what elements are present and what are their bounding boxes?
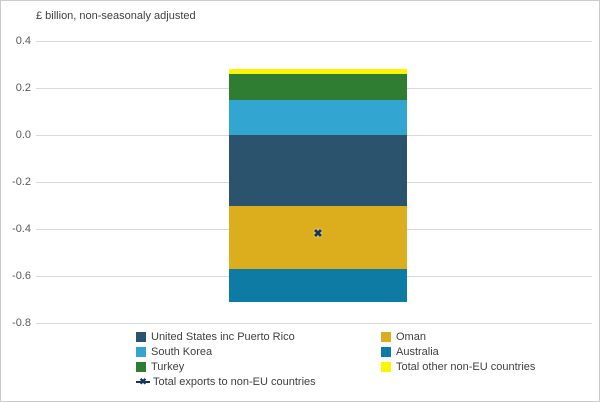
legend-label: United States inc Puerto Rico	[151, 330, 295, 343]
y-axis-tick-label: 0.0	[15, 129, 31, 141]
legend-swatch-united-states-inc-puerto-rico-icon	[136, 331, 146, 342]
gridline	[36, 41, 592, 42]
legend-swatch-total-other-non-eu-countries-icon	[381, 361, 391, 372]
y-axis-tick-label: 0.2	[15, 82, 31, 94]
bar-segment-turkey	[229, 73, 407, 100]
legend-item-total-exports-to-non-eu-countries: ✖ Total exports to non-EU countries	[136, 374, 316, 389]
legend-label: Total exports to non-EU countries	[153, 375, 316, 388]
legend-label: South Korea	[151, 345, 213, 358]
legend-swatch-oman-icon	[381, 331, 391, 342]
legend-column-1: United States inc Puerto Rico South Korea…	[136, 329, 316, 389]
legend-item-south-korea: South Korea	[136, 344, 316, 359]
total-exports-marker-icon: ✖	[313, 227, 323, 240]
chart-title: £ billion, non-seasonaly adjusted	[36, 10, 196, 22]
y-axis-tick-label: -0.6	[12, 270, 31, 282]
y-axis-tick-label: -0.2	[12, 176, 31, 188]
y-axis-tick-label: 0.4	[15, 35, 31, 47]
legend-column-2: Oman Australia Total other non-EU countrie…	[381, 329, 535, 374]
legend-label: Turkey	[151, 360, 185, 373]
legend-swatch-turkey-icon	[136, 361, 146, 372]
bar-segment-united-states-inc-puerto-rico	[229, 135, 407, 206]
y-axis-tick-label: -0.4	[12, 223, 31, 235]
legend-label: Australia	[396, 345, 439, 358]
marker-line-icon	[136, 381, 150, 383]
legend-item-turkey: Turkey	[136, 359, 316, 374]
y-axis-tick-label: -0.8	[12, 317, 31, 329]
line-x-marker-icon: ✖	[136, 376, 150, 387]
bar-segment-south-korea	[229, 99, 407, 135]
legend-swatch-australia-icon	[381, 346, 391, 357]
legend-swatch-south-korea-icon	[136, 346, 146, 357]
legend-item-oman: Oman	[381, 329, 535, 344]
legend-item-australia: Australia	[381, 344, 535, 359]
bar-segment-total-other-non-eu-countries	[229, 69, 407, 74]
legend-item-total-other-non-eu-countries: Total other non-EU countries	[381, 359, 535, 374]
bar-segment-australia	[229, 268, 407, 302]
marker-x-icon: ✖	[139, 376, 147, 386]
legend-label: Oman	[396, 330, 426, 343]
legend-label: Total other non-EU countries	[396, 360, 536, 373]
bar-segment-oman	[229, 205, 407, 269]
legend-item-united-states-inc-puerto-rico: United States inc Puerto Rico	[136, 329, 316, 344]
gridline	[36, 323, 592, 324]
